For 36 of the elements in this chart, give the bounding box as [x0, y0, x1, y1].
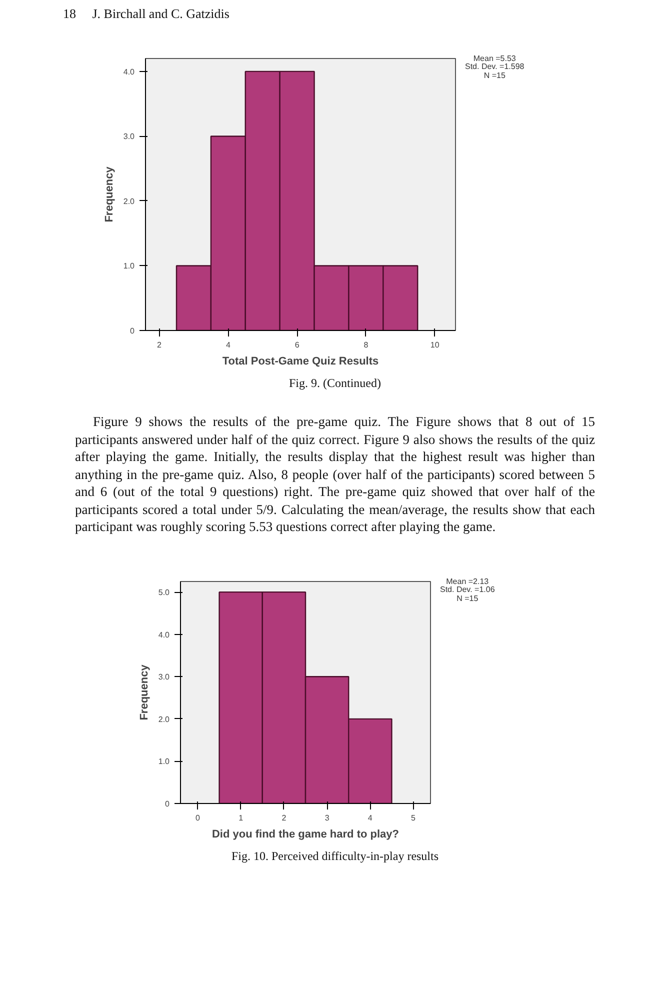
- x-tick-label: 10: [430, 340, 440, 350]
- text: Std. Dev. =1.06: [440, 585, 495, 594]
- x-tick-label: 3: [324, 814, 330, 822]
- y-axis-title: Frequency: [103, 166, 116, 222]
- x-tick-label: 8: [364, 340, 369, 350]
- y-tick-label: 4.0: [158, 630, 170, 640]
- y-tick-label: 1.0: [158, 757, 170, 766]
- y-tick-label: 0: [130, 326, 136, 336]
- text: N =15: [456, 594, 478, 603]
- x-tick-label: 2: [282, 814, 287, 822]
- caption: Figure 9 shows the results of the pre-game quiz. The Figure shows that 8 out of 15 participants answered under half of the quiz correct. Figure 9 also shows the results of the quiz after playing the game. Initially, the results display that the highest result was higher than anything in the pre-game quiz. Also, 8 people (over half of the participants) scored between 5 and 6 (out of the total 9 questions) right. The pre-game quiz showed that over half of the participants scored a total under 5/9. Calculating the mean/average, the results show that each participant was roughly scoring 5.53 questions correct after playing the game.: [75, 413, 595, 536]
- x-tick-label: 4: [368, 814, 373, 822]
- y-tick-label: 5.0: [158, 588, 170, 598]
- y-tick-label: 3.0: [158, 672, 170, 682]
- y-tick-label: 0: [165, 800, 170, 808]
- x-tick-label: 1: [238, 814, 244, 822]
- text: 18 J. Birchall and C. Gatzidis: [63, 5, 230, 23]
- x-tick-label: 2: [157, 340, 162, 350]
- x-tick-label: 6: [294, 340, 300, 350]
- x-tick-label: 5: [411, 814, 416, 822]
- x-axis-title: Total Post-Game Quiz Results: [222, 356, 379, 368]
- text: Mean =5.53: [473, 54, 516, 63]
- y-tick-label: 2.0: [123, 196, 136, 206]
- text: N =15: [484, 70, 506, 80]
- y-tick-label: 2.0: [158, 714, 170, 724]
- y-tick-label: 1.0: [123, 262, 136, 271]
- caption: Fig. 9. (Continued): [288, 375, 382, 392]
- y-tick-label: 4.0: [123, 67, 136, 76]
- x-tick-label: 0: [196, 814, 201, 822]
- x-tick-label: 4: [226, 340, 231, 350]
- text: Std. Dev. =1.598: [465, 62, 524, 72]
- text: Mean =2.13: [446, 577, 489, 586]
- caption: Fig. 10. Perceived difficulty-in-play results: [230, 848, 440, 865]
- y-tick-label: 3.0: [123, 132, 136, 142]
- x-axis-title: Did you find the game hard to play?: [212, 828, 400, 840]
- y-axis-title: Frequency: [138, 664, 150, 720]
